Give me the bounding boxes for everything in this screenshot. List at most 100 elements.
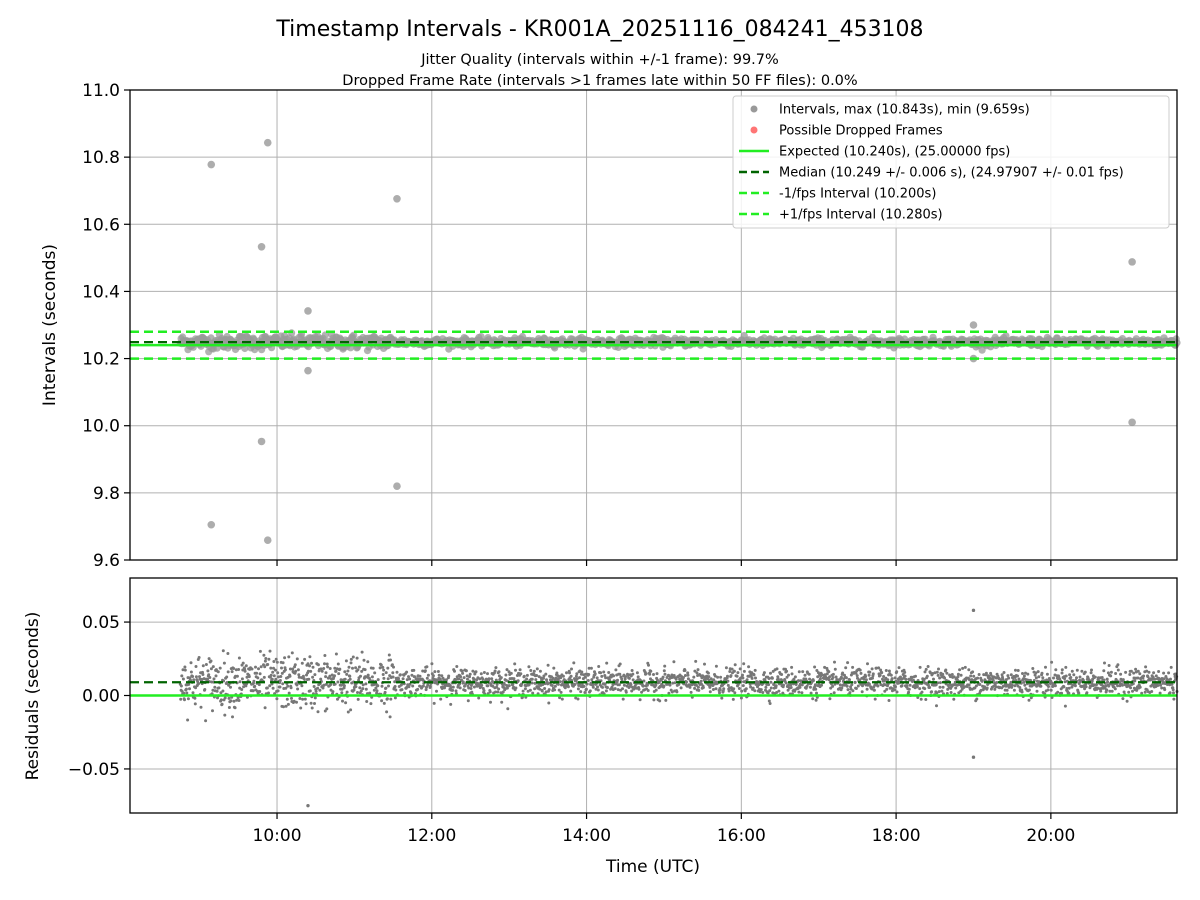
residual-point bbox=[924, 698, 928, 701]
residual-point bbox=[347, 665, 351, 669]
residual-point bbox=[775, 667, 779, 671]
intervals-y-tick-label: 11.0 bbox=[82, 81, 120, 101]
residual-point bbox=[188, 687, 191, 691]
residual-point bbox=[1016, 669, 1020, 672]
residual-point bbox=[938, 681, 942, 685]
residual-point bbox=[623, 677, 627, 681]
residual-point bbox=[514, 668, 517, 672]
residual-point bbox=[1007, 676, 1011, 680]
residual-point bbox=[263, 706, 267, 710]
residual-point bbox=[769, 680, 773, 684]
residual-point bbox=[252, 679, 256, 683]
residual-point bbox=[218, 666, 222, 670]
residual-point bbox=[919, 697, 923, 701]
residual-point bbox=[841, 671, 845, 675]
residual-point bbox=[309, 701, 313, 705]
residual-point bbox=[1027, 688, 1031, 692]
residual-point bbox=[329, 683, 333, 687]
residual-point bbox=[468, 675, 471, 679]
residual-point bbox=[977, 673, 981, 676]
residual-point bbox=[602, 670, 606, 674]
residual-point bbox=[1044, 665, 1047, 669]
intervals-y-tick-label: 10.0 bbox=[82, 417, 120, 437]
residual-point bbox=[1069, 676, 1073, 679]
residual-point bbox=[424, 688, 428, 692]
residual-point bbox=[907, 690, 911, 694]
residual-point bbox=[416, 687, 420, 691]
residual-point bbox=[575, 677, 579, 681]
residual-point bbox=[720, 696, 724, 700]
residual-point bbox=[1022, 674, 1026, 678]
residual-point bbox=[301, 697, 305, 701]
residual-point bbox=[1121, 683, 1124, 687]
residual-point bbox=[227, 706, 231, 709]
residual-point bbox=[786, 688, 790, 692]
residual-point bbox=[886, 678, 890, 682]
residual-point bbox=[1162, 677, 1166, 681]
residual-point bbox=[903, 670, 907, 674]
residual-point bbox=[914, 674, 917, 678]
residual-point bbox=[183, 668, 187, 672]
residual-point bbox=[764, 685, 768, 689]
residual-point bbox=[1013, 684, 1017, 688]
residual-point bbox=[867, 682, 871, 686]
residual-point bbox=[272, 666, 275, 670]
residual-point bbox=[215, 689, 219, 693]
residual-point bbox=[1116, 684, 1120, 688]
residual-point bbox=[505, 686, 509, 690]
residual-point bbox=[814, 687, 818, 691]
residual-point bbox=[858, 668, 862, 672]
residual-point bbox=[631, 672, 635, 676]
residual-point bbox=[551, 676, 555, 680]
residual-point bbox=[1072, 673, 1076, 677]
residual-point bbox=[864, 675, 868, 678]
residual-point bbox=[638, 698, 642, 702]
residual-point bbox=[561, 674, 565, 678]
residual-point bbox=[1093, 675, 1097, 679]
residual-point bbox=[741, 676, 745, 680]
residual-point bbox=[655, 678, 659, 682]
residual-point bbox=[1035, 689, 1039, 693]
residual-point bbox=[584, 687, 588, 691]
residual-point bbox=[386, 677, 390, 681]
residual-point bbox=[590, 678, 594, 682]
residuals-panel: −0.05 0.00 0.05 10:00 12:00 14:00 16:00 18:00 2… bbox=[23, 577, 1179, 877]
residual-point bbox=[807, 672, 811, 676]
residual-point bbox=[501, 690, 505, 694]
residual-point bbox=[381, 665, 385, 669]
residual-point bbox=[232, 667, 236, 670]
residual-point bbox=[221, 689, 225, 693]
residual-point bbox=[281, 661, 285, 665]
legend-label-dropped: Possible Dropped Frames bbox=[779, 124, 943, 139]
residual-point bbox=[423, 669, 427, 673]
residual-point bbox=[328, 674, 332, 678]
residual-point bbox=[848, 691, 852, 695]
residual-point bbox=[1104, 684, 1108, 688]
legend-label-expected: Expected (10.240s), (25.00000 fps) bbox=[779, 145, 1010, 160]
residuals-y-tick-label: −0.05 bbox=[68, 760, 120, 780]
residual-point bbox=[384, 686, 388, 690]
residual-point bbox=[449, 686, 453, 690]
residual-point bbox=[1083, 670, 1087, 674]
residual-point bbox=[359, 689, 363, 693]
residual-point bbox=[790, 665, 794, 669]
residual-point bbox=[313, 702, 316, 705]
residual-point bbox=[412, 668, 416, 672]
chart-subtitle-jitter: Jitter Quality (intervals within +/-1 fr… bbox=[420, 52, 779, 68]
residual-point bbox=[1010, 683, 1014, 687]
residual-point bbox=[1122, 690, 1126, 694]
residual-point bbox=[482, 689, 486, 693]
residual-point bbox=[1132, 671, 1136, 675]
residual-point bbox=[1160, 686, 1164, 690]
residual-point bbox=[365, 700, 369, 703]
residual-point bbox=[793, 689, 797, 693]
residual-point bbox=[1164, 675, 1168, 678]
residual-outlier-point bbox=[306, 803, 310, 808]
residual-point bbox=[494, 666, 498, 670]
residual-point bbox=[300, 661, 304, 665]
residual-point bbox=[1089, 684, 1093, 688]
residual-point bbox=[718, 691, 721, 695]
residual-point bbox=[374, 686, 378, 690]
residual-point bbox=[626, 673, 630, 677]
